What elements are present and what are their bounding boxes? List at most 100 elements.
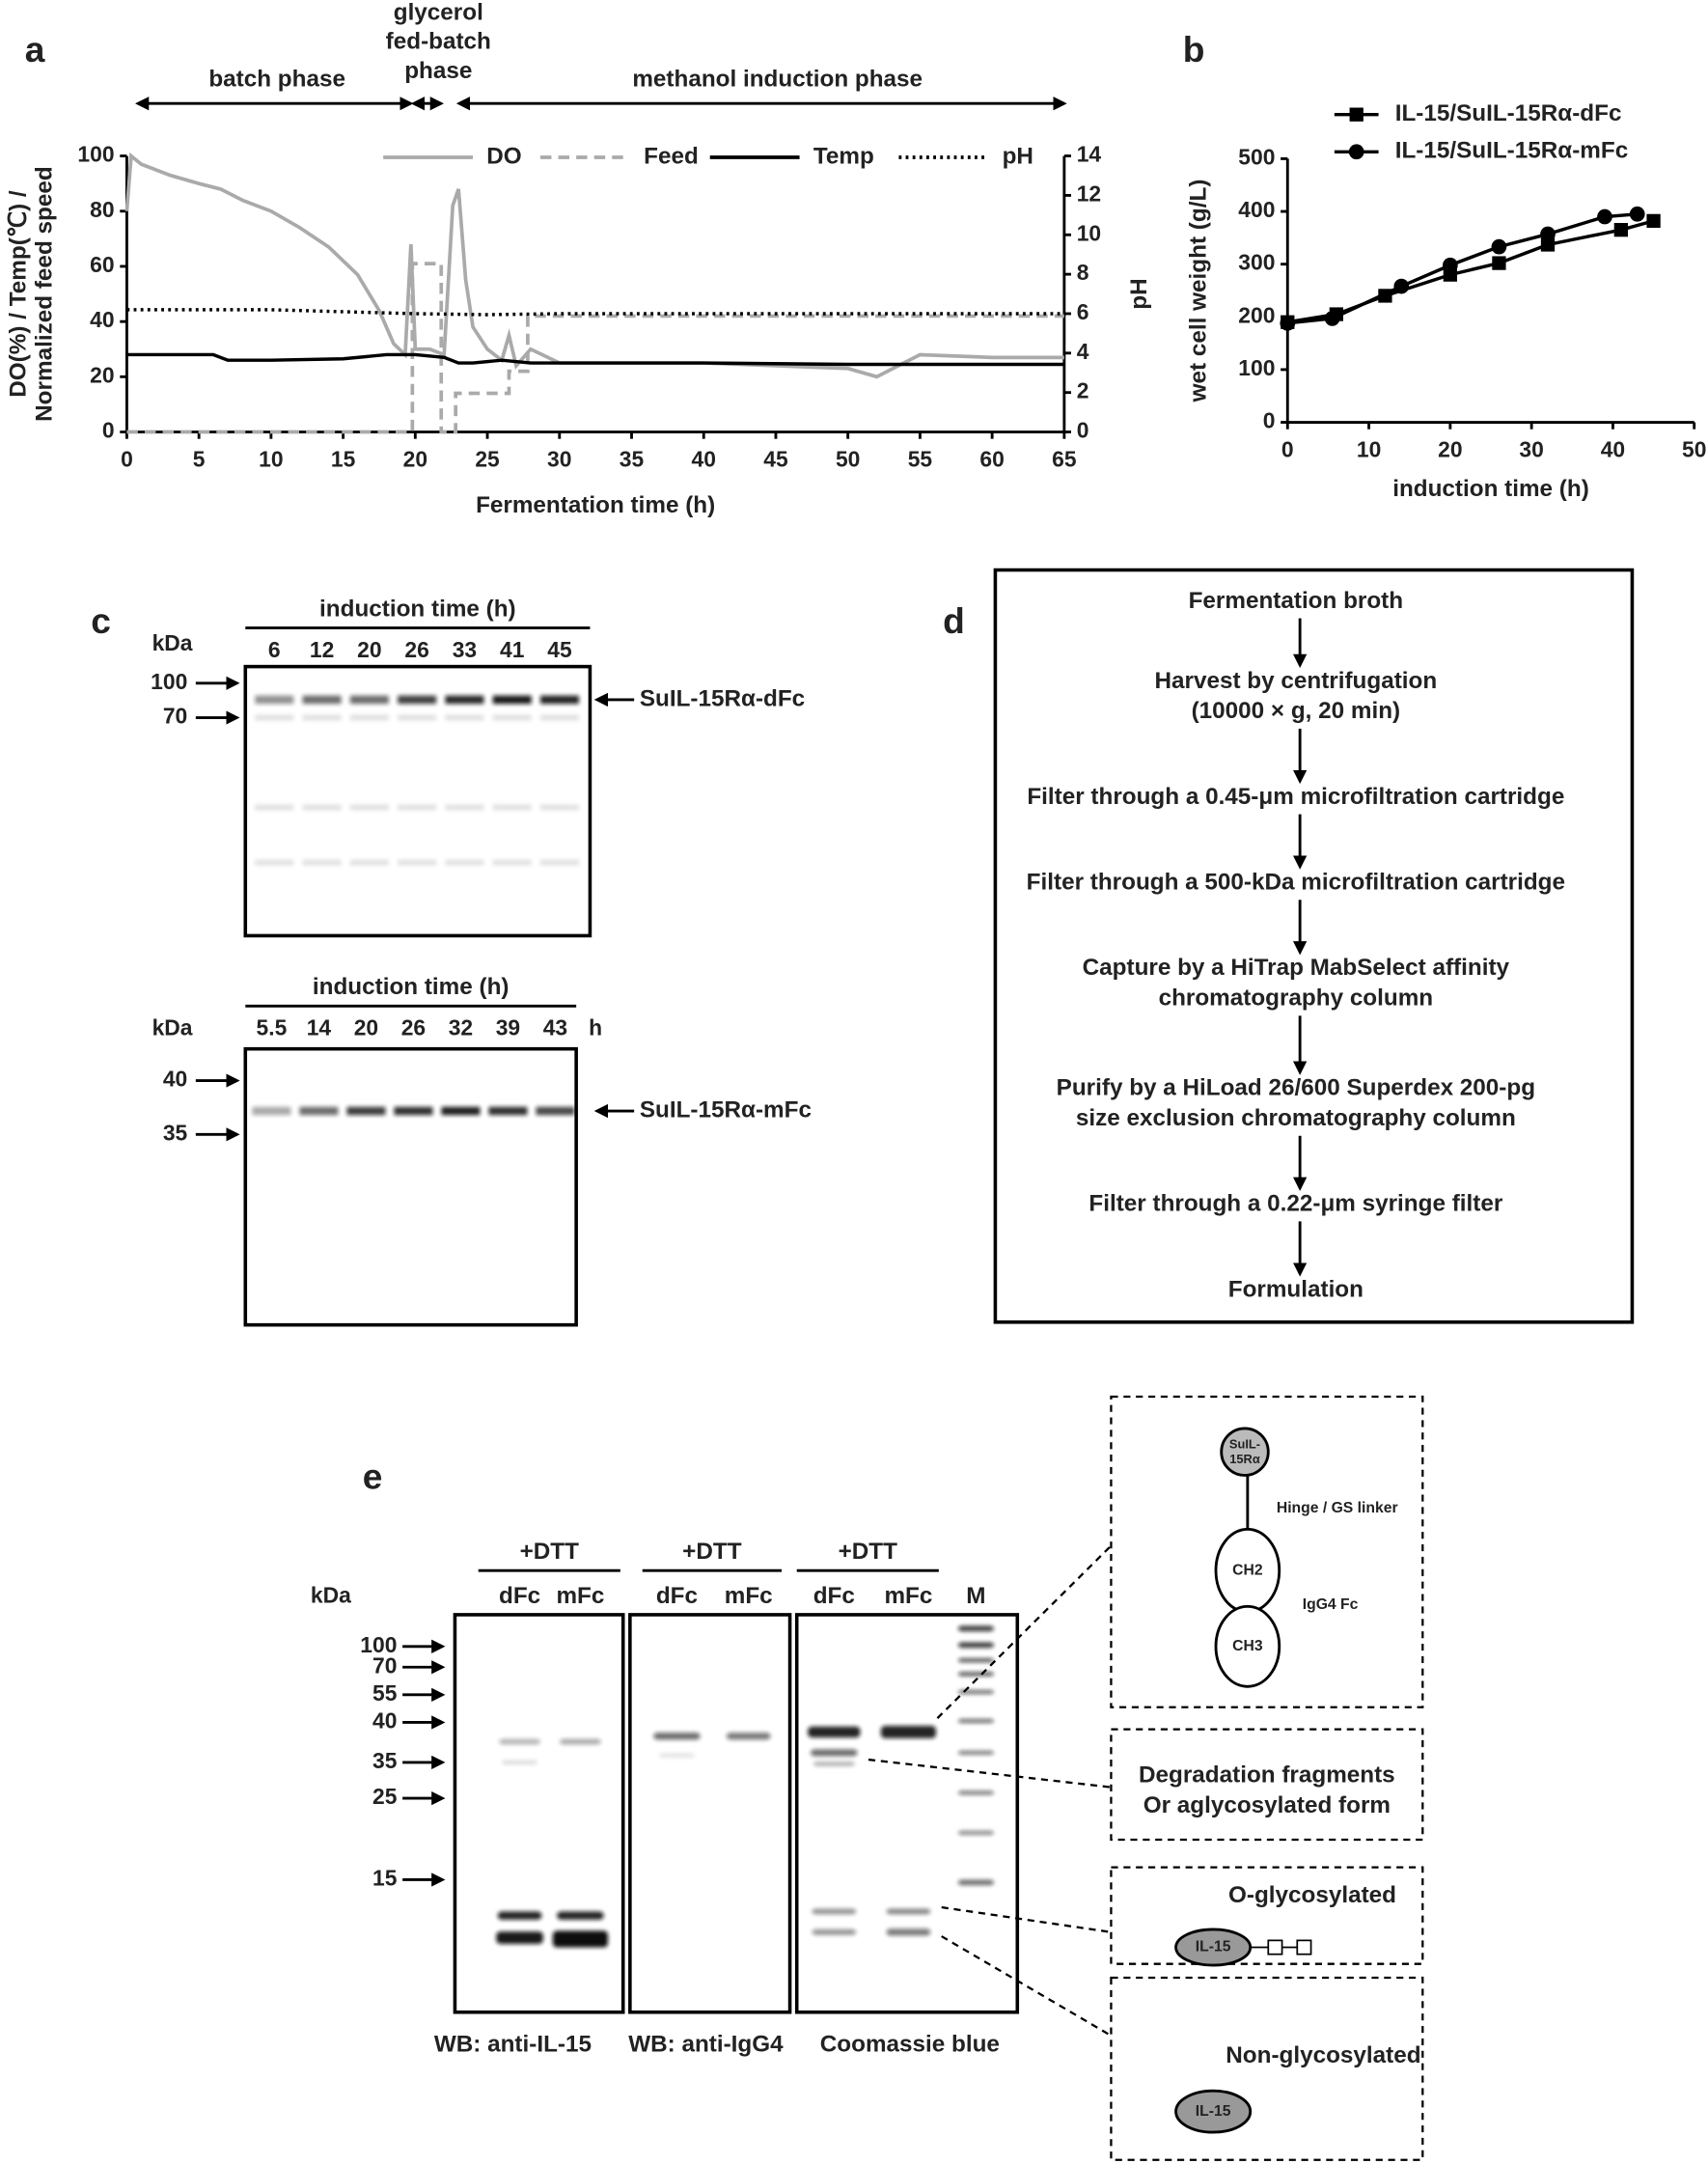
gel-band [808, 1726, 861, 1738]
flow-step: Purify by a HiLoad 26/600 Superdex 200-p… [1057, 1075, 1535, 1101]
gel-band [957, 1879, 994, 1886]
y2-tick-label: 8 [1077, 260, 1089, 285]
gel-band [492, 714, 532, 721]
phase-label: phase [404, 58, 472, 84]
gel-header: induction time (h) [313, 974, 510, 1000]
gel-band [957, 1790, 994, 1795]
ch2-label: CH2 [1232, 1562, 1263, 1578]
lane-label: 26 [401, 1015, 426, 1040]
gel-band [540, 804, 579, 811]
y-tick-label: 200 [1238, 302, 1275, 327]
point [1491, 238, 1507, 255]
gel-band [886, 1928, 931, 1936]
gel-band [398, 804, 437, 811]
gel-band [349, 695, 389, 705]
point [1597, 208, 1612, 225]
y2-axis-title: pH [1126, 278, 1152, 309]
x-tick-label: 55 [908, 447, 933, 472]
x-tick-label: 50 [836, 447, 860, 472]
gel-band [349, 859, 389, 866]
unit-label: kDa [311, 1582, 351, 1607]
y-tick-label: 0 [102, 418, 115, 443]
gel-band [653, 1733, 701, 1740]
point [1280, 315, 1296, 331]
gel-band [540, 859, 579, 866]
panel-label: a [25, 29, 45, 69]
panel-label: c [91, 600, 111, 641]
gel-band [299, 1106, 339, 1116]
gel-band [552, 1930, 608, 1948]
series-line [126, 262, 1064, 434]
gel-band [957, 1689, 994, 1695]
gel-caption: WB: anti-IL-15 [434, 2031, 592, 2057]
y2-tick-label: 12 [1077, 180, 1101, 206]
gel-band [252, 1106, 291, 1116]
gel [794, 1613, 1020, 2014]
il15-label: IL-15 [1196, 2103, 1231, 2120]
legend-label: Feed [644, 143, 699, 169]
gel-band [502, 1760, 538, 1765]
y2-tick-label: 6 [1077, 299, 1089, 324]
y2-tick-label: 14 [1077, 142, 1102, 167]
marker-label: 70 [372, 1652, 397, 1678]
marker-label: 40 [372, 1707, 397, 1733]
gel-band [812, 1928, 857, 1935]
flow-step: Harvest by centrifugation [1155, 668, 1438, 694]
y-tick-label: 20 [90, 362, 114, 387]
linker-label: Hinge / GS linker [1277, 1500, 1398, 1516]
legend-label: pH [1003, 143, 1033, 169]
gel-band [560, 1738, 601, 1745]
gel-band [398, 714, 437, 721]
legend-marker [1348, 144, 1364, 160]
gel-band [497, 1911, 542, 1920]
panel-label: b [1183, 29, 1205, 69]
legend-label: Temp [813, 143, 874, 169]
gel [453, 1613, 625, 2014]
marker-label: 35 [372, 1748, 398, 1773]
legend-label: IL-15/SuIL-15Rα-dFc [1395, 100, 1622, 126]
flow-step: Formulation [1228, 1276, 1364, 1302]
x-tick-label: 65 [1052, 447, 1077, 472]
x-tick-label: 40 [692, 447, 716, 472]
x-tick-label: 15 [331, 447, 356, 472]
point [1324, 311, 1340, 326]
gel-header: induction time (h) [319, 596, 516, 622]
marker-label: 100 [360, 1632, 397, 1657]
gel-band [302, 695, 342, 705]
lane-label: 41 [500, 637, 525, 662]
gel-band [957, 1657, 994, 1663]
gel-band [255, 695, 294, 705]
x-tick-label: 30 [547, 447, 571, 472]
marker-label: 25 [372, 1784, 398, 1809]
fc-label: IgG4 Fc [1303, 1596, 1359, 1613]
x-tick-label: 60 [979, 447, 1004, 472]
lane-label: 5.5 [257, 1015, 288, 1040]
series-line [1287, 219, 1655, 324]
y-axis-title: wet cell weight (g/L) [1185, 180, 1211, 403]
unit-label: kDa [152, 630, 193, 655]
point [1540, 226, 1556, 242]
note-title: Non-glycosylated [1226, 2042, 1420, 2068]
gel-band [880, 1726, 936, 1738]
gel-band [499, 1738, 540, 1745]
series-line [1287, 212, 1638, 325]
domain-label: 15Rα [1229, 1452, 1260, 1466]
gel-band [957, 1672, 994, 1677]
gel-band [496, 1931, 543, 1944]
x-tick-label: 20 [1438, 437, 1462, 462]
il15-shape [1174, 1928, 1253, 1967]
note: Degradation fragments [1139, 1762, 1395, 1789]
gel-band [394, 1106, 433, 1116]
gel-band [957, 1830, 994, 1835]
gel-band [492, 804, 532, 811]
gel-band [540, 714, 579, 721]
gel-band [349, 714, 389, 721]
gel-band [255, 804, 294, 811]
marker-label: 35 [163, 1120, 188, 1145]
y2-tick-label: 10 [1077, 220, 1101, 245]
band-label: SuIL-15Rα-dFc [640, 685, 805, 711]
legend-label: IL-15/SuIL-15Rα-mFc [1395, 138, 1628, 164]
y2-tick-label: 4 [1077, 339, 1089, 364]
